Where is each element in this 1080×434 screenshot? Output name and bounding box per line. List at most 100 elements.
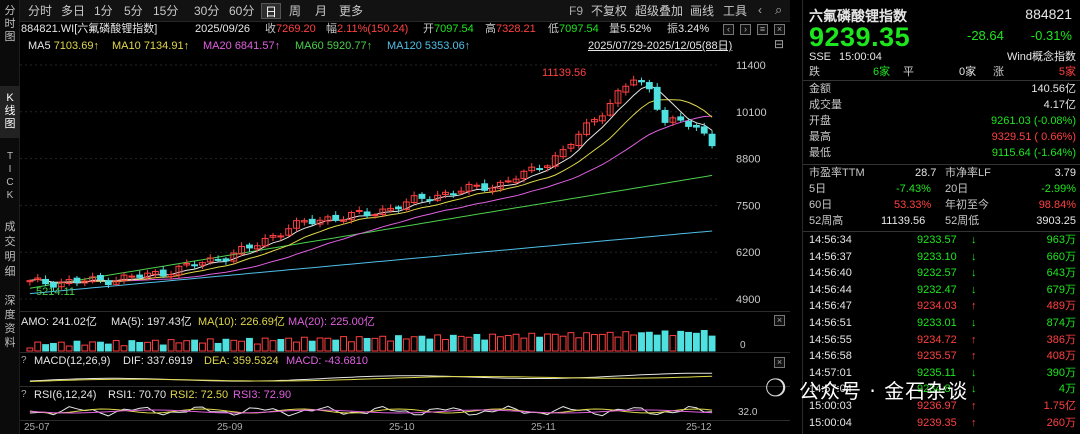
amo-bar [677,330,685,352]
dif-value: 337.6919 [146,355,193,367]
amo-bar [340,336,347,352]
quote-time: 15:00:04 [839,51,882,63]
chevron-left-icon[interactable]: ‹ [758,3,762,17]
amo-bar [371,337,379,352]
side-tab-trades[interactable]: 成交明细 [0,218,20,282]
fall-label: 跌 [809,66,820,78]
kline-chart[interactable]: 11400 10100 8800 7500 6200 4900 11139.56 5214… [20,53,790,311]
amo-bar [551,333,559,352]
candle-up [591,118,598,123]
arrow-up-icon: ↑ [971,300,977,313]
arrow-down-icon: ↓ [971,267,977,280]
side-tab-kline[interactable]: K线图 [0,86,20,138]
hi52-label: 52周高 [809,215,844,227]
close-icon[interactable]: × [774,357,785,368]
amo-ma5-value: 197.43亿 [147,316,192,328]
tick-row: 14:56:47 9234.03 ↑ 489万 [809,300,1076,313]
amo-bar [489,333,496,352]
tick-time: 14:56:40 [809,267,852,280]
candle-up [230,252,238,262]
amo-bar [136,341,144,352]
arrow-down-icon: ↓ [971,317,977,329]
period-tab[interactable]: 月 [315,4,328,18]
candle-up [293,220,300,229]
amo-value: 241.02亿 [52,316,97,328]
d60-label: 60日 [809,199,833,211]
amo-bar [316,337,324,352]
draw-line-button[interactable]: 画线 [690,4,715,18]
period-tab[interactable]: 30分 [194,4,220,18]
period-tab[interactable]: 5分 [124,4,143,18]
candle-up [473,184,481,187]
side-tab-tick[interactable]: TICK [0,148,20,210]
period-tab[interactable]: 15分 [153,4,179,18]
macd-chart[interactable] [20,369,790,385]
side-tab-timeshare[interactable]: 分时图 [0,4,20,46]
candle-down [638,80,645,83]
ma20-path [29,115,713,283]
amo-bar [159,344,167,352]
amo-bar [379,335,387,352]
divider [803,80,1080,81]
pb-value: 3.79 [1054,167,1076,179]
stat-row: 金额 140.56亿 [809,83,1076,96]
rsi-chart[interactable]: 32.0 [20,403,790,420]
candle-up [199,262,206,266]
candle-up [183,262,191,266]
amo-bar [708,335,716,352]
candle-up [489,187,496,192]
side-tab-depth[interactable]: 深度资料 [0,292,20,350]
amo-bar [112,340,120,352]
tick-volume: 643万 [1046,267,1076,280]
close-icon[interactable]: × [774,315,785,326]
period-tab[interactable]: 分时 [28,4,53,18]
amo-bar [630,334,638,352]
candle-down [159,269,167,277]
ma20-value: 6841.57↑ [234,40,281,52]
candle-up [669,117,677,123]
amo-ma20-value: 225.00亿 [330,316,375,328]
stat-value: 9261.03 (-0.08%) [991,115,1076,127]
period-tab[interactable]: 更多 [339,4,364,18]
question-icon[interactable]: ? [21,355,27,366]
lock-icon[interactable]: ⊟ [774,37,785,51]
amo-chart[interactable]: 0 [20,327,790,352]
expand-icon[interactable]: › [740,24,751,35]
rsi-line [29,408,713,414]
period-toolbar: 分时 多日 1分 5分 15分 30分 60分 日 周 月 更多 F9 不复权 … [20,0,790,22]
settings-icon[interactable]: ≡ [757,24,768,35]
candle-up [120,274,128,281]
amo-bar [120,345,128,352]
candle-up [512,178,520,183]
period-tab[interactable]: 周 [289,4,302,18]
period-tab[interactable]: 60分 [229,4,255,18]
overlay-button[interactable]: 超级叠加 [635,4,684,18]
amo-bar [536,336,544,352]
collapse-icon[interactable]: ‹ [723,24,734,35]
close-icon[interactable]: × [774,24,785,35]
f9-button[interactable]: F9 [569,4,584,18]
rsi2-label: RSI2: [170,389,198,401]
tick-row: 14:57:01 9235.11 ↓ 390万 [809,367,1076,380]
tick-time: 14:56:58 [809,350,852,363]
period-tab[interactable]: 1分 [94,4,113,18]
search-icon[interactable]: ⌕ [775,2,783,17]
candle-up [551,155,559,167]
period-tab-active[interactable]: 日 [261,3,282,19]
tick-time: 14:56:44 [809,283,852,296]
tick-volume: 4万 [1058,383,1076,396]
tools-button[interactable]: 工具 [723,4,748,18]
wechat-icon: ❍ [765,374,788,402]
candle-up [269,235,277,238]
low-annotation: 5214.11 [36,286,75,298]
tick-price: 9233.01 [917,317,957,329]
candle-up [340,219,347,222]
adjust-button[interactable]: 不复权 [591,4,628,18]
period-tab[interactable]: 多日 [61,4,86,18]
question-icon[interactable]: ? [21,389,27,400]
ytd-value: 98.84% [1038,199,1076,211]
amo-legend: AMO: 241.02亿 MA(5): 197.43亿 MA(10): 226.… [20,313,790,328]
amo-bar [449,334,457,352]
date-range: 2025/07/29-2025/12/05(88日) [588,40,733,52]
arrow-up-icon: ↑ [971,416,977,429]
